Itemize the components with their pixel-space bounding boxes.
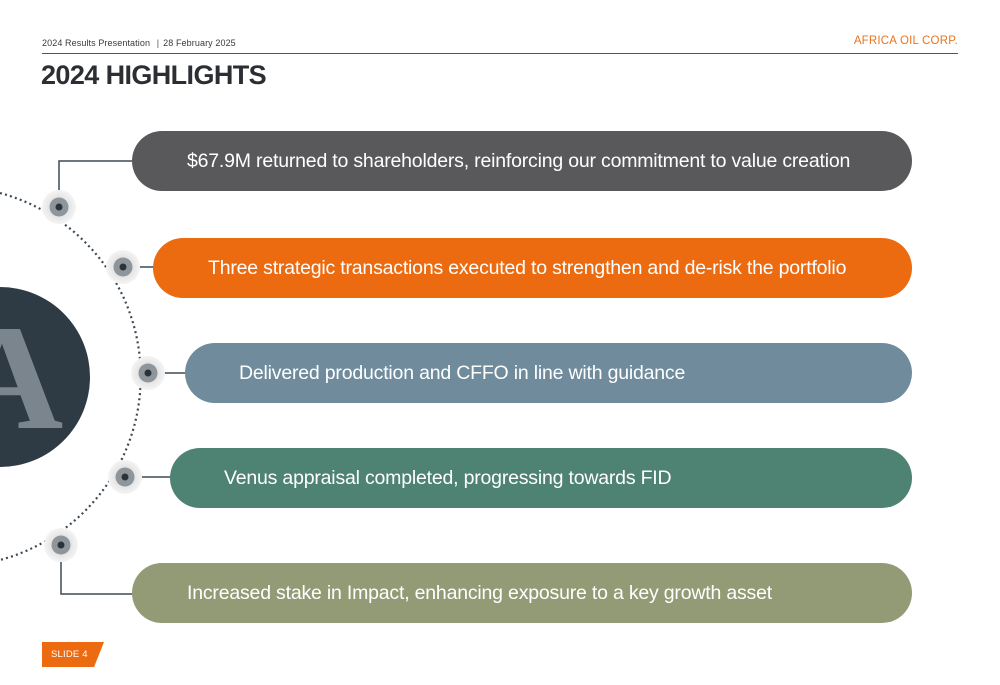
brand-name: AFRICA OIL CORP.	[853, 35, 958, 47]
highlight-returns: $67.9M returned to shareholders, reinfor…	[132, 131, 912, 191]
node-marker-1	[42, 190, 76, 224]
highlight-production: Delivered production and CFFO in line wi…	[185, 343, 912, 403]
highlight-transactions: Three strategic transactions executed to…	[153, 238, 912, 298]
dotted-arc	[0, 191, 142, 562]
node-marker-4	[108, 460, 142, 494]
logo-emblem: A	[0, 287, 90, 467]
header-separator: |	[156, 38, 160, 48]
node-marker-3	[131, 356, 165, 390]
node-marker-5	[44, 528, 78, 562]
highlight-impact-stake: Increased stake in Impact, enhancing exp…	[132, 563, 912, 623]
presentation-name: 2024 Results Presentation	[42, 38, 151, 48]
page-title: 2024 HIGHLIGHTS	[41, 60, 267, 90]
presentation-date: 28 February 2025	[163, 38, 236, 48]
logo-letter: A	[0, 295, 63, 461]
presentation-header: 2024 Results Presentation | 28 February 2…	[42, 38, 236, 48]
highlight-venus-appraisal: Venus appraisal completed, progressing t…	[170, 448, 912, 508]
header-divider	[42, 53, 958, 54]
slide-number-badge: SLIDE 4	[42, 642, 104, 667]
node-marker-2	[106, 250, 140, 284]
